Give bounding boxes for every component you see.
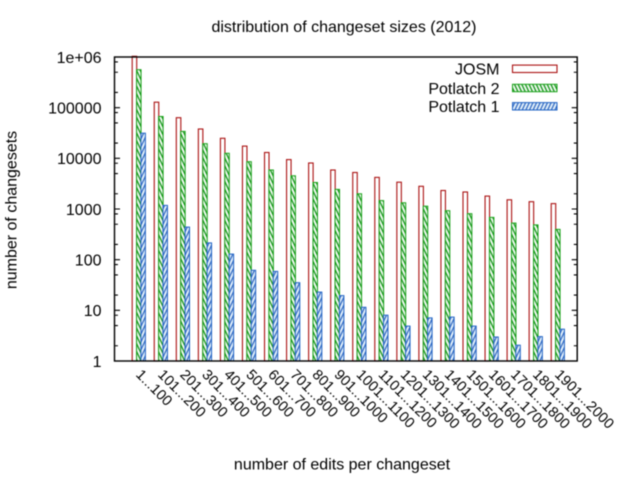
svg-text:100: 100 [75,252,102,269]
svg-text:1000: 1000 [66,202,102,219]
svg-text:10: 10 [84,303,102,320]
svg-text:number of edits per changeset: number of edits per changeset [234,457,451,474]
svg-text:Potlatch 1: Potlatch 1 [428,99,499,116]
svg-text:10000: 10000 [57,151,102,168]
svg-text:1: 1 [93,354,102,371]
svg-text:Potlatch 2: Potlatch 2 [428,81,499,98]
svg-text:distribution of changeset size: distribution of changeset sizes (2012) [211,19,476,36]
svg-text:number of changesets: number of changesets [4,131,21,289]
svg-text:100000: 100000 [48,100,101,117]
svg-text:JOSM: JOSM [455,62,499,79]
svg-text:1e+06: 1e+06 [57,50,102,67]
